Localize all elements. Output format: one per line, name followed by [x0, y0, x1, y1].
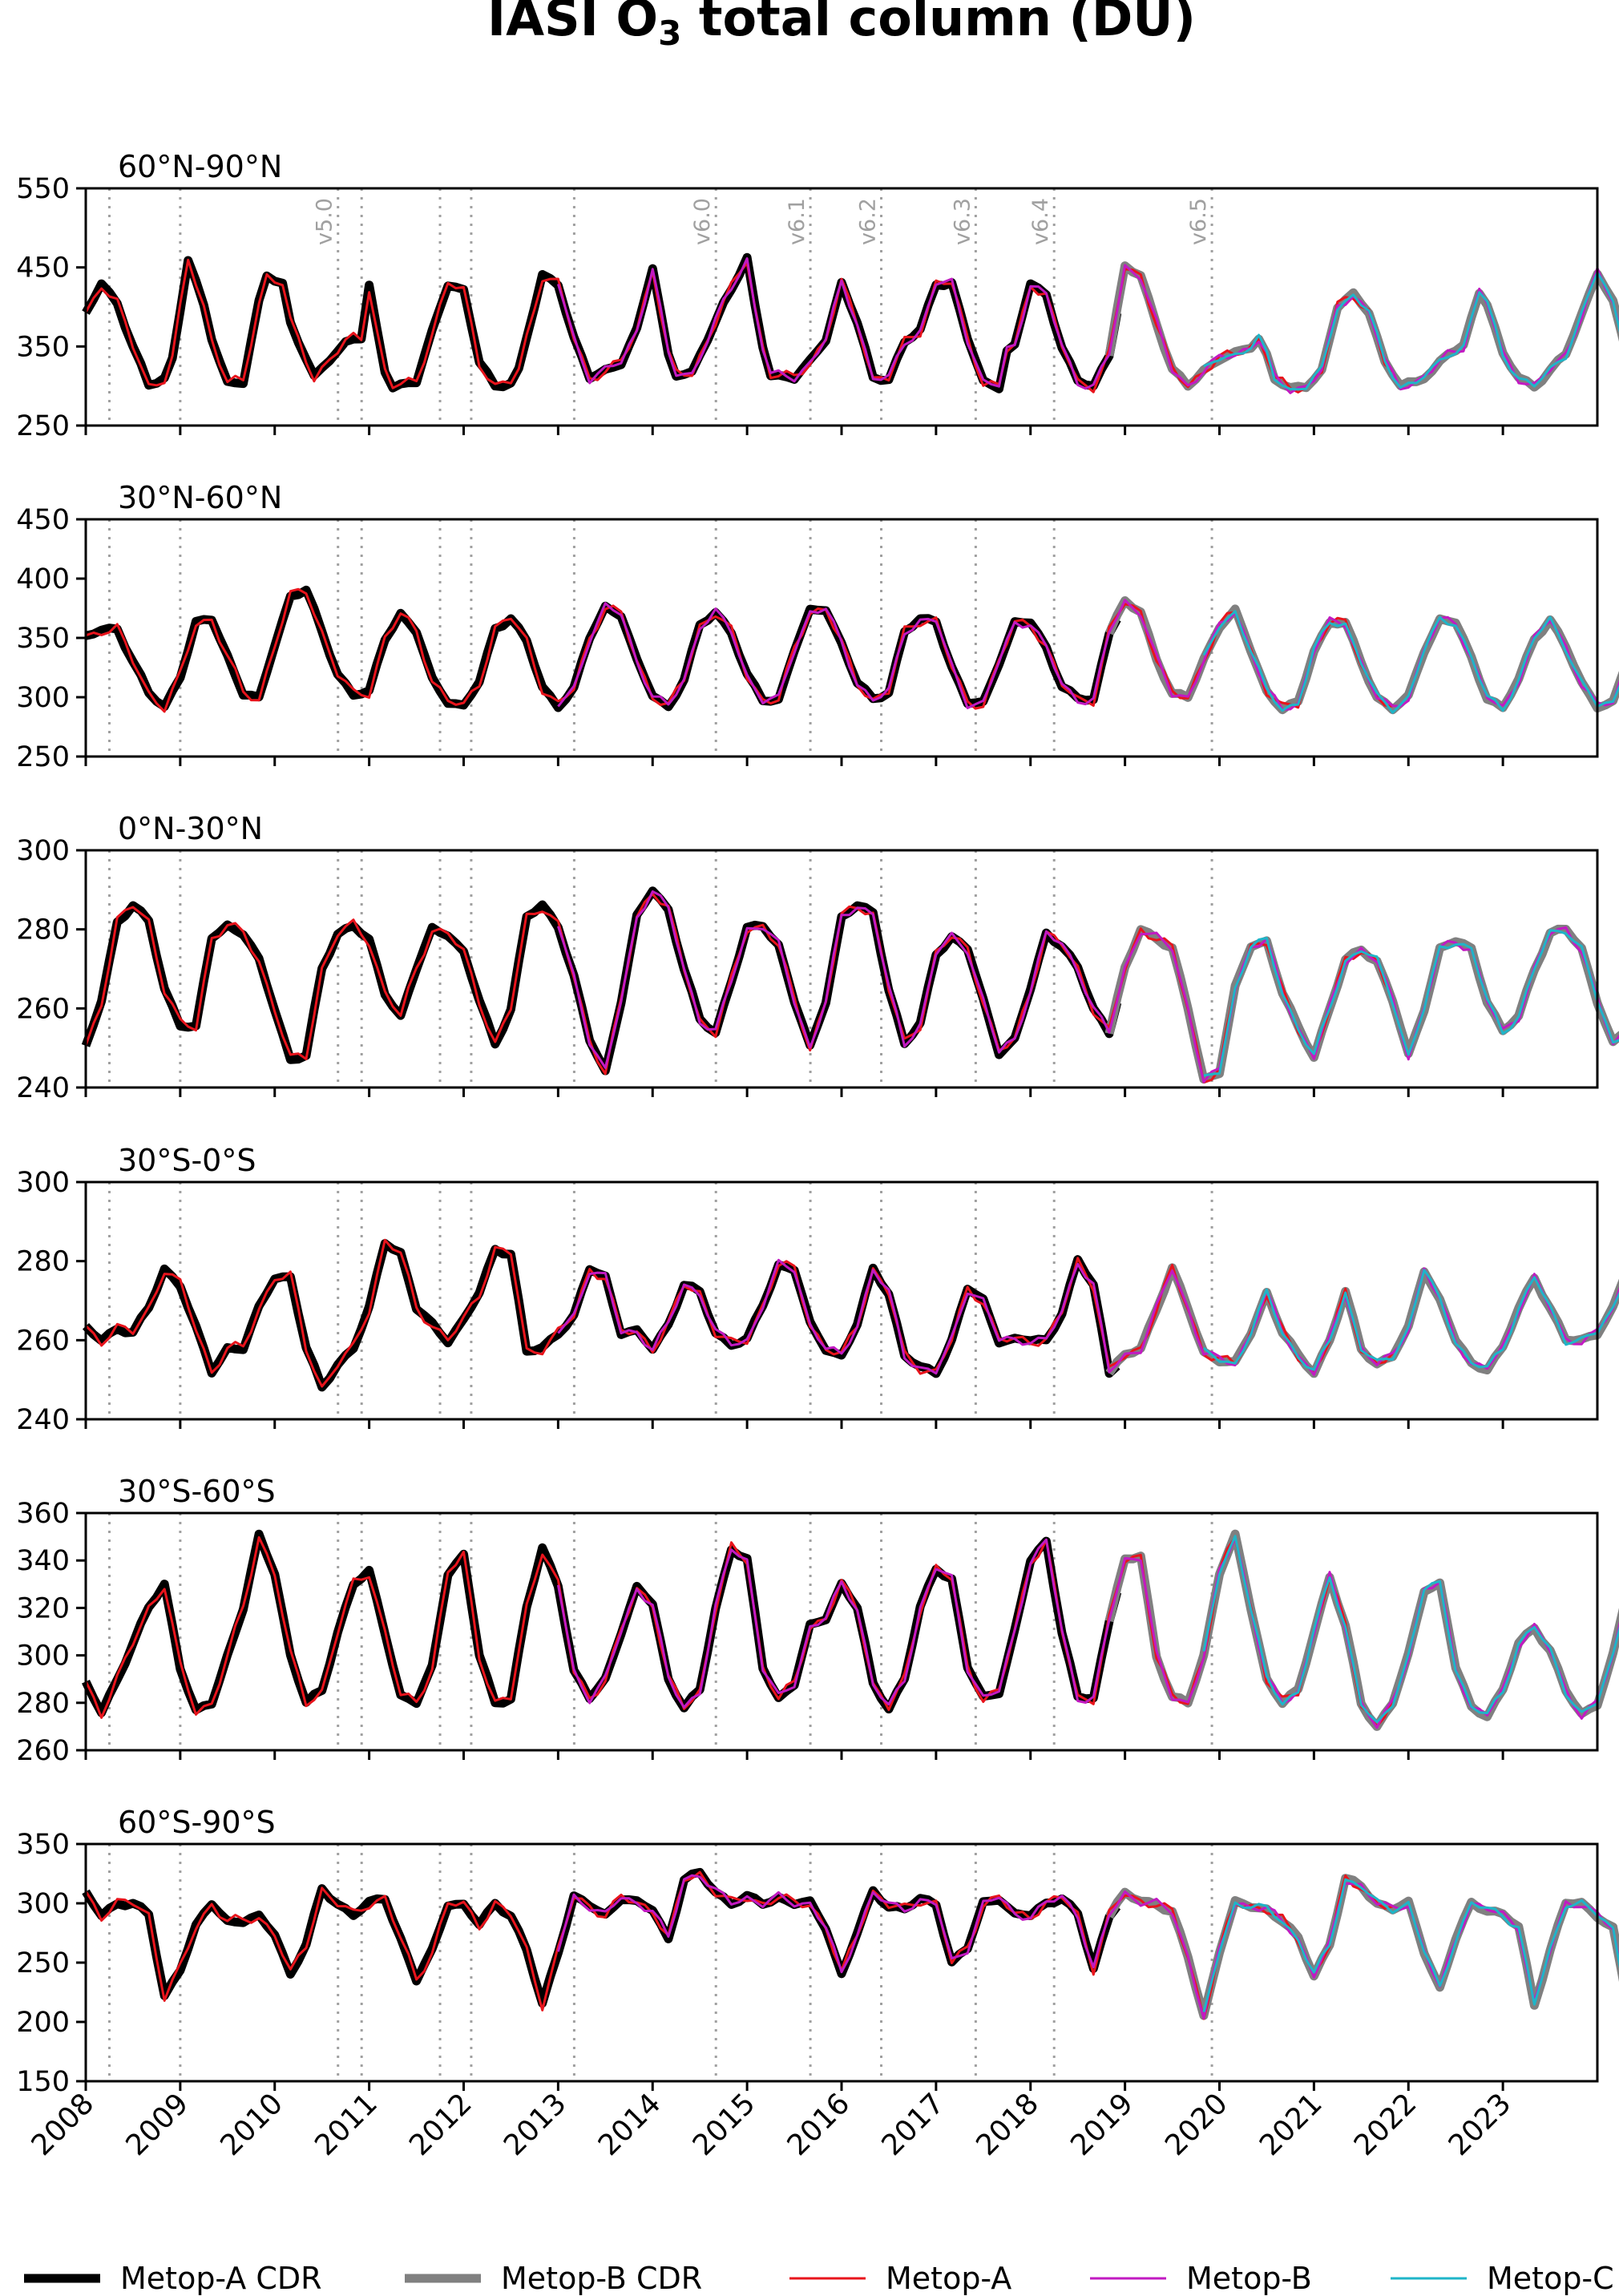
y-tick-label: 400 [16, 563, 70, 595]
version-label: v6.5 [1186, 198, 1211, 245]
y-tick-label: 360 [16, 1498, 70, 1530]
y-tick-label: 250 [16, 741, 70, 773]
y-tick-label: 240 [16, 1072, 70, 1104]
x-axis: 2008 2009 2010 2011 2012 2013 2014 2015 2016 2017… [26, 2087, 1518, 2162]
panel-title: 30°S-0°S [118, 1143, 256, 1178]
y-tick-label: 280 [16, 1246, 70, 1278]
panel-frame [84, 1180, 1599, 1421]
y-tick-label: 250 [16, 410, 70, 442]
y-tick-label: 340 [16, 1545, 70, 1577]
x-tick-label: 2008 [26, 2087, 101, 2162]
y-tick-label: 350 [16, 623, 70, 655]
version-label: v6.2 [856, 198, 881, 245]
x-tick-label: 2016 [781, 2087, 857, 2162]
panel-title: 30°S-60°S [118, 1474, 276, 1509]
y-tick-label: 300 [16, 1888, 70, 1920]
version-label: v6.0 [690, 198, 715, 245]
panels-group: v5.0 v6.0 v6.1 v6.2 v6.3 v6.4 v6.5 250 350 450 550… [16, 149, 1619, 2098]
x-tick-label: 2010 [214, 2087, 289, 2162]
y-tick-label: 280 [16, 1688, 70, 1720]
x-tick-label: 2020 [1159, 2087, 1234, 2162]
y-tick-label: 260 [16, 1735, 70, 1767]
y-tick-label: 300 [16, 682, 70, 714]
x-tick-label: 2012 [403, 2087, 478, 2162]
series-metop-c [1202, 1269, 1619, 1371]
y-tick-label: 200 [16, 2007, 70, 2039]
panel-2: 250 300 350 400 450 30°N-60°N [16, 480, 1619, 773]
series-metop-b [556, 257, 1619, 394]
panel-6: 150 200 250 300 350 60°S-90°S [16, 1805, 1619, 2098]
series-metop-a [84, 1535, 1394, 1728]
legend-label: Metop-C [1487, 2261, 1614, 2296]
series-metop-b-cdr [1104, 1529, 1619, 1731]
y-tick-label: 450 [16, 252, 70, 284]
x-tick-label: 2017 [875, 2087, 951, 2162]
y-tick-label: 320 [16, 1592, 70, 1624]
legend-label: Metop-B [1186, 2261, 1312, 2296]
series-metop-a-cdr [82, 1867, 1121, 2008]
version-label: v6.3 [950, 198, 975, 245]
y-tick-label: 350 [16, 331, 70, 363]
y-tick-label: 300 [16, 1640, 70, 1673]
figure-title-main: IASI O [487, 0, 658, 47]
series-metop-c [1203, 271, 1619, 391]
y-tick-label: 300 [16, 835, 70, 867]
y-tick-label: 280 [16, 914, 70, 946]
panel-3: 240 260 280 300 0°N-30°N [16, 811, 1619, 1104]
y-tick-label: 150 [16, 2066, 70, 2098]
legend-label: Metop-B CDR [501, 2261, 702, 2296]
series-metop-a-cdr [82, 1239, 1120, 1392]
y-tick-label: 250 [16, 1947, 70, 1979]
y-tick-label: 350 [16, 1829, 70, 1861]
y-tick-label: 550 [16, 173, 70, 205]
y-tick-label: 450 [16, 504, 70, 536]
series-metop-a-cdr [81, 886, 1122, 1075]
legend: Metop-A CDR Metop-B CDR Metop-A Metop-B Meto… [24, 2261, 1614, 2296]
x-tick-label: 2015 [687, 2087, 762, 2162]
panel-1: v5.0 v6.0 v6.1 v6.2 v6.3 v6.4 v6.5 250 350 450 550… [16, 149, 1619, 442]
legend-label: Metop-A CDR [120, 2261, 322, 2296]
series-metop-b [556, 1536, 1619, 1729]
y-tick-label: 300 [16, 1167, 70, 1199]
series-metop-b [557, 599, 1619, 711]
series-metop-b-cdr [1104, 596, 1619, 715]
panel-frame [84, 849, 1599, 1089]
panel-5: 260 280 300 320 340 360 30°S-60°S [16, 1474, 1619, 1767]
panel-title: 60°S-90°S [118, 1805, 276, 1840]
x-tick-label: 2009 [119, 2087, 195, 2162]
x-tick-label: 2021 [1254, 2087, 1329, 2162]
figure-title: IASI O3 total column (DU) [487, 0, 1196, 53]
x-tick-label: 2019 [1064, 2087, 1140, 2162]
version-label: v6.1 [785, 198, 810, 245]
panel-title: 30°N-60°N [118, 480, 282, 515]
panel-4: 240 260 280 300 30°S-0°S [16, 1143, 1619, 1436]
series-metop-b-cdr [1104, 261, 1619, 393]
x-tick-label: 2011 [309, 2087, 384, 2162]
panel-title: 60°N-90°N [118, 149, 282, 184]
x-tick-label: 2018 [970, 2087, 1045, 2162]
y-tick-label: 240 [16, 1404, 70, 1436]
series-metop-c [1202, 1878, 1619, 2012]
version-label: v5.0 [313, 198, 337, 245]
x-tick-label: 2013 [498, 2087, 573, 2162]
version-label: v6.4 [1028, 198, 1053, 245]
x-tick-label: 2022 [1348, 2087, 1423, 2162]
series-metop-c [1202, 610, 1619, 714]
series-metop-a [84, 1238, 1394, 1388]
x-tick-label: 2014 [592, 2087, 668, 2162]
y-tick-label: 260 [16, 993, 70, 1025]
series-metop-b-cdr [1105, 1263, 1619, 1378]
x-tick-label: 2023 [1443, 2087, 1518, 2162]
series-metop-c [1203, 929, 1619, 1077]
figure-title-subscript: 3 [658, 14, 681, 53]
series-metop-a [85, 587, 1393, 713]
y-tick-label: 260 [16, 1325, 70, 1357]
legend-label: Metop-A [886, 2261, 1011, 2296]
panel-title: 0°N-30°N [118, 811, 263, 846]
figure-title-rest: total column (DU) [681, 0, 1196, 47]
